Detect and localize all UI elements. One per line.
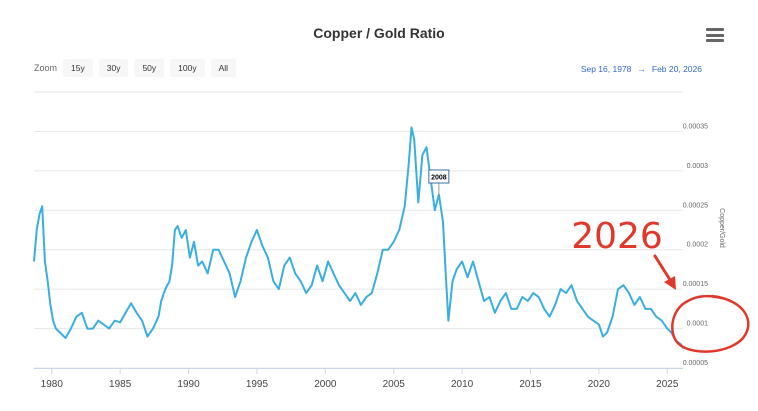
annotation-circle-icon [671, 294, 750, 353]
x-tick-label: 2020 [588, 379, 611, 390]
zoom-button-all[interactable]: All [210, 59, 237, 77]
annotation-arrow-icon [653, 254, 674, 285]
x-axis-ticks: 1980 1985 1990 1995 2000 2005 2010 2015 2020 2025 [41, 368, 679, 390]
x-tick-label: 1995 [246, 379, 269, 390]
date-range: Sep 16, 1978 → Feb 20, 2026 [578, 64, 705, 74]
series-line-copper-gold [33, 126, 684, 349]
date-range-from[interactable]: Sep 16, 1978 [580, 64, 632, 74]
zoom-button-15y[interactable]: 15y [63, 59, 93, 77]
date-range-separator: → [637, 64, 646, 74]
annotation-2026-text: 2026 [571, 216, 663, 257]
menu-bar [706, 33, 724, 37]
x-tick-label: 1985 [109, 379, 132, 390]
menu-bar [706, 39, 724, 42]
date-range-to[interactable]: Feb 20, 2026 [651, 64, 702, 74]
x-tick-label: 2005 [383, 379, 406, 390]
flag-label: 2008 [431, 175, 447, 182]
x-tick-label: 1980 [41, 379, 64, 390]
y-tick-label: 0.00035 [683, 123, 708, 130]
x-tick-label: 2015 [519, 379, 542, 390]
x-tick-label: 1990 [177, 379, 200, 390]
y-axis-ticks: 0.00005 0.0001 0.00015 0.0002 0.00025 0.0003 0… [683, 123, 708, 367]
zoom-button-100y[interactable]: 100y [170, 59, 205, 77]
x-tick-label: 2010 [451, 379, 474, 390]
y-tick-label: 0.0002 [687, 242, 709, 249]
zoom-button-30y[interactable]: 30y [98, 59, 129, 77]
zoom-label: Zoom [34, 63, 58, 73]
zoom-controls: Zoom 15y 30y 50y 100y All [34, 59, 242, 77]
zoom-button-50y[interactable]: 50y [134, 59, 165, 77]
menu-bar [706, 28, 724, 31]
x-tick-label: 2025 [656, 379, 679, 390]
annotation-arrowhead-icon [664, 276, 676, 290]
page-title: Copper / Gold Ratio [313, 25, 445, 41]
y-tick-label: 0.00015 [683, 281, 708, 288]
flag-box [428, 169, 450, 184]
hamburger-menu-icon[interactable] [706, 28, 724, 42]
y-tick-label: 0.0001 [687, 321, 709, 328]
grid-lines [34, 91, 683, 369]
flag-2008[interactable]: 2008 [428, 169, 450, 195]
y-tick-label: 0.00025 [683, 202, 708, 209]
y-tick-label: 0.0003 [687, 163, 709, 170]
y-tick-label: 0.00005 [683, 360, 708, 367]
x-tick-label: 2000 [314, 379, 337, 390]
y-axis-label: Copper/Gold [718, 208, 725, 248]
